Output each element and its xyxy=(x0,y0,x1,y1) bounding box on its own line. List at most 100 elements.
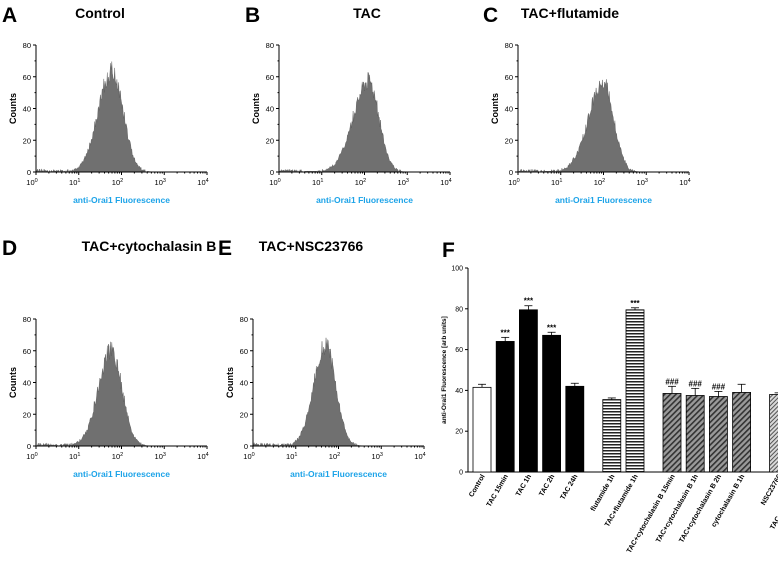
x-axis-label: anti-Orai1 Fluorescence xyxy=(316,195,413,205)
histogram-area xyxy=(36,341,207,447)
significance-annotation: ### xyxy=(689,379,703,388)
category-label: Control xyxy=(468,473,487,498)
x-tick-label: 103 xyxy=(637,178,648,187)
bar-chart-panel-f: F 0 20 40 60 80 100 anti-Orai1 Fluorescence [ar… xyxy=(441,239,778,555)
panel-title: TAC+NSC23766 xyxy=(259,238,364,254)
y-axis-label: anti-Orai1 Fluorescence [arb units] xyxy=(441,316,448,424)
significance-annotation: ### xyxy=(712,382,726,391)
bar xyxy=(602,399,622,473)
x-tick-label: 101 xyxy=(286,452,297,461)
y-tick-label: 20 xyxy=(505,136,513,145)
significance-annotation: *** xyxy=(630,299,640,308)
histogram-panel-d: D TAC+cytochalasin B 0 20 40 60 80 100 101 102 103… xyxy=(2,237,216,479)
x-tick-label: 101 xyxy=(69,452,80,461)
x-axis-label: anti-Orai1 Fluorescence xyxy=(73,469,170,479)
y-axis-label: Counts xyxy=(490,93,500,124)
x-axis-label: anti-Orai1 Fluorescence xyxy=(290,469,387,479)
category-label: TAC 2h xyxy=(538,474,556,498)
y-tick-label: 80 xyxy=(240,315,248,324)
x-axis-label: anti-Orai1 Fluorescence xyxy=(555,195,652,205)
x-tick-label: 104 xyxy=(197,178,208,187)
bar xyxy=(685,395,705,473)
x-tick-label: 104 xyxy=(414,452,425,461)
category-label: TAC 24h xyxy=(560,474,580,502)
x-tick-label: 100 xyxy=(26,452,37,461)
x-axis-label: anti-Orai1 Fluorescence xyxy=(73,195,170,205)
y-tick-label: 40 xyxy=(240,379,248,388)
category-label: NSC23766 xyxy=(760,473,778,506)
significance-annotation: *** xyxy=(547,323,557,332)
x-tick-label: 103 xyxy=(372,452,383,461)
histogram-area xyxy=(36,61,207,173)
x-tick-label: 101 xyxy=(312,178,323,187)
x-tick-label: 103 xyxy=(155,178,166,187)
x-tick-label: 101 xyxy=(551,178,562,187)
y-tick-label: 0 xyxy=(27,168,31,177)
y-tick-label: 40 xyxy=(505,105,513,114)
x-tick-label: 100 xyxy=(243,452,254,461)
bar xyxy=(662,393,682,473)
histogram-panel-e: E TAC+NSC23766 0 20 40 60 80 100 101 102 103 104 ant… xyxy=(218,237,426,479)
significance-annotation: *** xyxy=(524,297,534,306)
y-axis-label: Counts xyxy=(251,93,261,124)
x-tick-label: 101 xyxy=(69,178,80,187)
y-tick-label: 60 xyxy=(505,73,513,82)
category-label: TAC 15min xyxy=(486,474,510,509)
y-tick-label: 60 xyxy=(240,347,248,356)
histogram-area xyxy=(253,337,424,447)
bar xyxy=(625,309,645,473)
panel-letter: C xyxy=(483,4,498,27)
panel-letter: A xyxy=(2,4,17,27)
y-tick-label: 0 xyxy=(244,442,248,451)
y-tick-label: 20 xyxy=(23,136,31,145)
x-tick-label: 104 xyxy=(440,178,451,187)
x-tick-label: 104 xyxy=(197,452,208,461)
y-axis-label: Counts xyxy=(225,367,235,398)
histogram-area xyxy=(279,72,450,173)
y-tick-label: 20 xyxy=(240,410,248,419)
x-tick-label: 100 xyxy=(508,178,519,187)
y-tick-label: 60 xyxy=(266,73,274,82)
y-tick-label: 80 xyxy=(455,306,463,313)
x-tick-label: 102 xyxy=(594,178,605,187)
category-label: TAC+cytochalasin B 1h xyxy=(655,474,700,545)
y-tick-label: 80 xyxy=(505,41,513,50)
bar xyxy=(472,386,492,473)
panel-letter: F xyxy=(442,239,455,262)
histogram-panel-a: A Control 0 20 40 60 80 100 101 102 103 104 anti-Ora… xyxy=(2,4,209,205)
y-tick-label: 40 xyxy=(266,105,274,114)
panel-title: Control xyxy=(75,5,125,21)
category-label: flutamide 1h xyxy=(590,474,617,513)
y-tick-label: 60 xyxy=(455,347,463,354)
y-axis-label: Counts xyxy=(8,367,18,398)
y-axis-label: Counts xyxy=(8,93,18,124)
x-tick-label: 100 xyxy=(269,178,280,187)
panel-letter: B xyxy=(245,4,260,27)
bar xyxy=(769,394,778,473)
x-tick-label: 102 xyxy=(112,178,123,187)
y-tick-label: 0 xyxy=(459,470,463,477)
x-tick-label: 103 xyxy=(398,178,409,187)
panel-title: TAC+cytochalasin B xyxy=(82,238,217,254)
y-tick-label: 40 xyxy=(455,388,463,395)
y-tick-label: 80 xyxy=(266,41,274,50)
y-tick-label: 40 xyxy=(23,379,31,388)
y-tick-label: 20 xyxy=(23,410,31,419)
bar xyxy=(709,396,728,473)
histogram-panel-c: C TAC+flutamide 0 20 40 60 80 100 101 102 103 104 an… xyxy=(483,4,691,205)
y-tick-label: 20 xyxy=(455,429,463,436)
panel-letter: D xyxy=(2,237,17,260)
y-tick-label: 40 xyxy=(23,105,31,114)
panel-title: TAC+flutamide xyxy=(521,5,619,21)
x-tick-label: 104 xyxy=(679,178,690,187)
histogram-area xyxy=(518,79,689,173)
y-tick-label: 0 xyxy=(27,442,31,451)
histogram-panel-b: B TAC 0 20 40 60 80 100 101 102 103 104 anti-Orai1 F… xyxy=(245,4,452,205)
y-tick-label: 0 xyxy=(270,168,274,177)
significance-annotation: ### xyxy=(665,377,679,386)
x-tick-label: 103 xyxy=(155,452,166,461)
bar xyxy=(495,341,515,473)
y-tick-label: 80 xyxy=(23,41,31,50)
x-tick-label: 102 xyxy=(329,452,340,461)
